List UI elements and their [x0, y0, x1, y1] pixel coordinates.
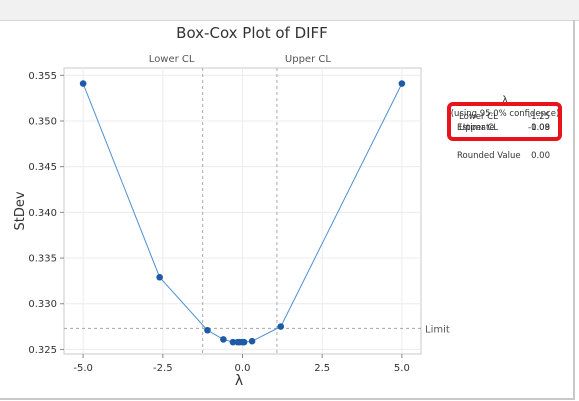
- upper-cl-label: Upper CL: [285, 54, 331, 65]
- data-point-3: [220, 336, 227, 343]
- data-points: [79, 80, 406, 346]
- lower-cl-label: Lower CL: [149, 54, 195, 65]
- x-axis-label: λ: [235, 373, 243, 389]
- data-point-9: [248, 337, 256, 345]
- legend-lower-cl-label: Lower CL: [459, 112, 498, 122]
- data-point-10: [277, 323, 285, 330]
- confidence-highlight-box: [447, 102, 562, 141]
- y-tick-label-4: 0.345: [28, 162, 57, 173]
- legend-upper-cl-label: Upper CL: [459, 123, 498, 133]
- y-tick-label-0: 0.325: [28, 345, 57, 356]
- limit-label: Limit: [425, 324, 450, 335]
- data-point-11: [398, 80, 406, 87]
- data-point-2: [204, 326, 211, 334]
- lambda-legend: λ (using 95.0% confidence) Estimate -0.0…: [447, 95, 562, 161]
- legend-estimate-value: -0.09: [528, 123, 550, 133]
- legend-title: λ: [502, 95, 508, 106]
- legend-lower-cl-value: -1.25: [528, 112, 550, 122]
- x-tick-label-4: 5.0: [394, 363, 410, 374]
- x-tick-label-2: 0.0: [235, 363, 251, 374]
- window-top-bar: [0, 0, 579, 21]
- grid-layer: [64, 68, 421, 354]
- x-tick-label-0: -5.0: [73, 363, 93, 374]
- legend-subtitle: (using 95.0% confidence): [451, 109, 560, 119]
- data-point-0: [79, 80, 87, 87]
- y-tick-label-1: 0.330: [28, 299, 57, 310]
- y-tick-label-2: 0.335: [28, 254, 57, 265]
- x-axis-ticks: -5.0 -2.5 0.0 2.5 5.0: [73, 354, 410, 374]
- chart-title: Box-Cox Plot of DIFF: [176, 24, 328, 42]
- y-tick-label-3: 0.340: [28, 208, 57, 219]
- legend-rounded-value: 0.00: [531, 151, 550, 161]
- legend-estimate-label: Estimate: [457, 123, 495, 133]
- y-axis-label: StDev: [13, 191, 28, 230]
- x-tick-label-3: 2.5: [314, 363, 330, 374]
- data-point-1: [156, 273, 163, 281]
- data-point-8: [240, 338, 248, 346]
- y-axis-ticks: 0.325 0.330 0.335 0.340 0.345 0.350 0.355: [28, 71, 64, 356]
- legend-upper-cl-value: 1.08: [531, 123, 550, 133]
- data-point-4: [229, 338, 237, 346]
- legend-rounded-label: Rounded Value: [457, 151, 521, 161]
- y-tick-label-6: 0.355: [28, 71, 57, 82]
- y-tick-label-5: 0.350: [28, 116, 57, 127]
- x-tick-label-1: -2.5: [153, 363, 173, 374]
- chart-frame: [0, 20, 575, 400]
